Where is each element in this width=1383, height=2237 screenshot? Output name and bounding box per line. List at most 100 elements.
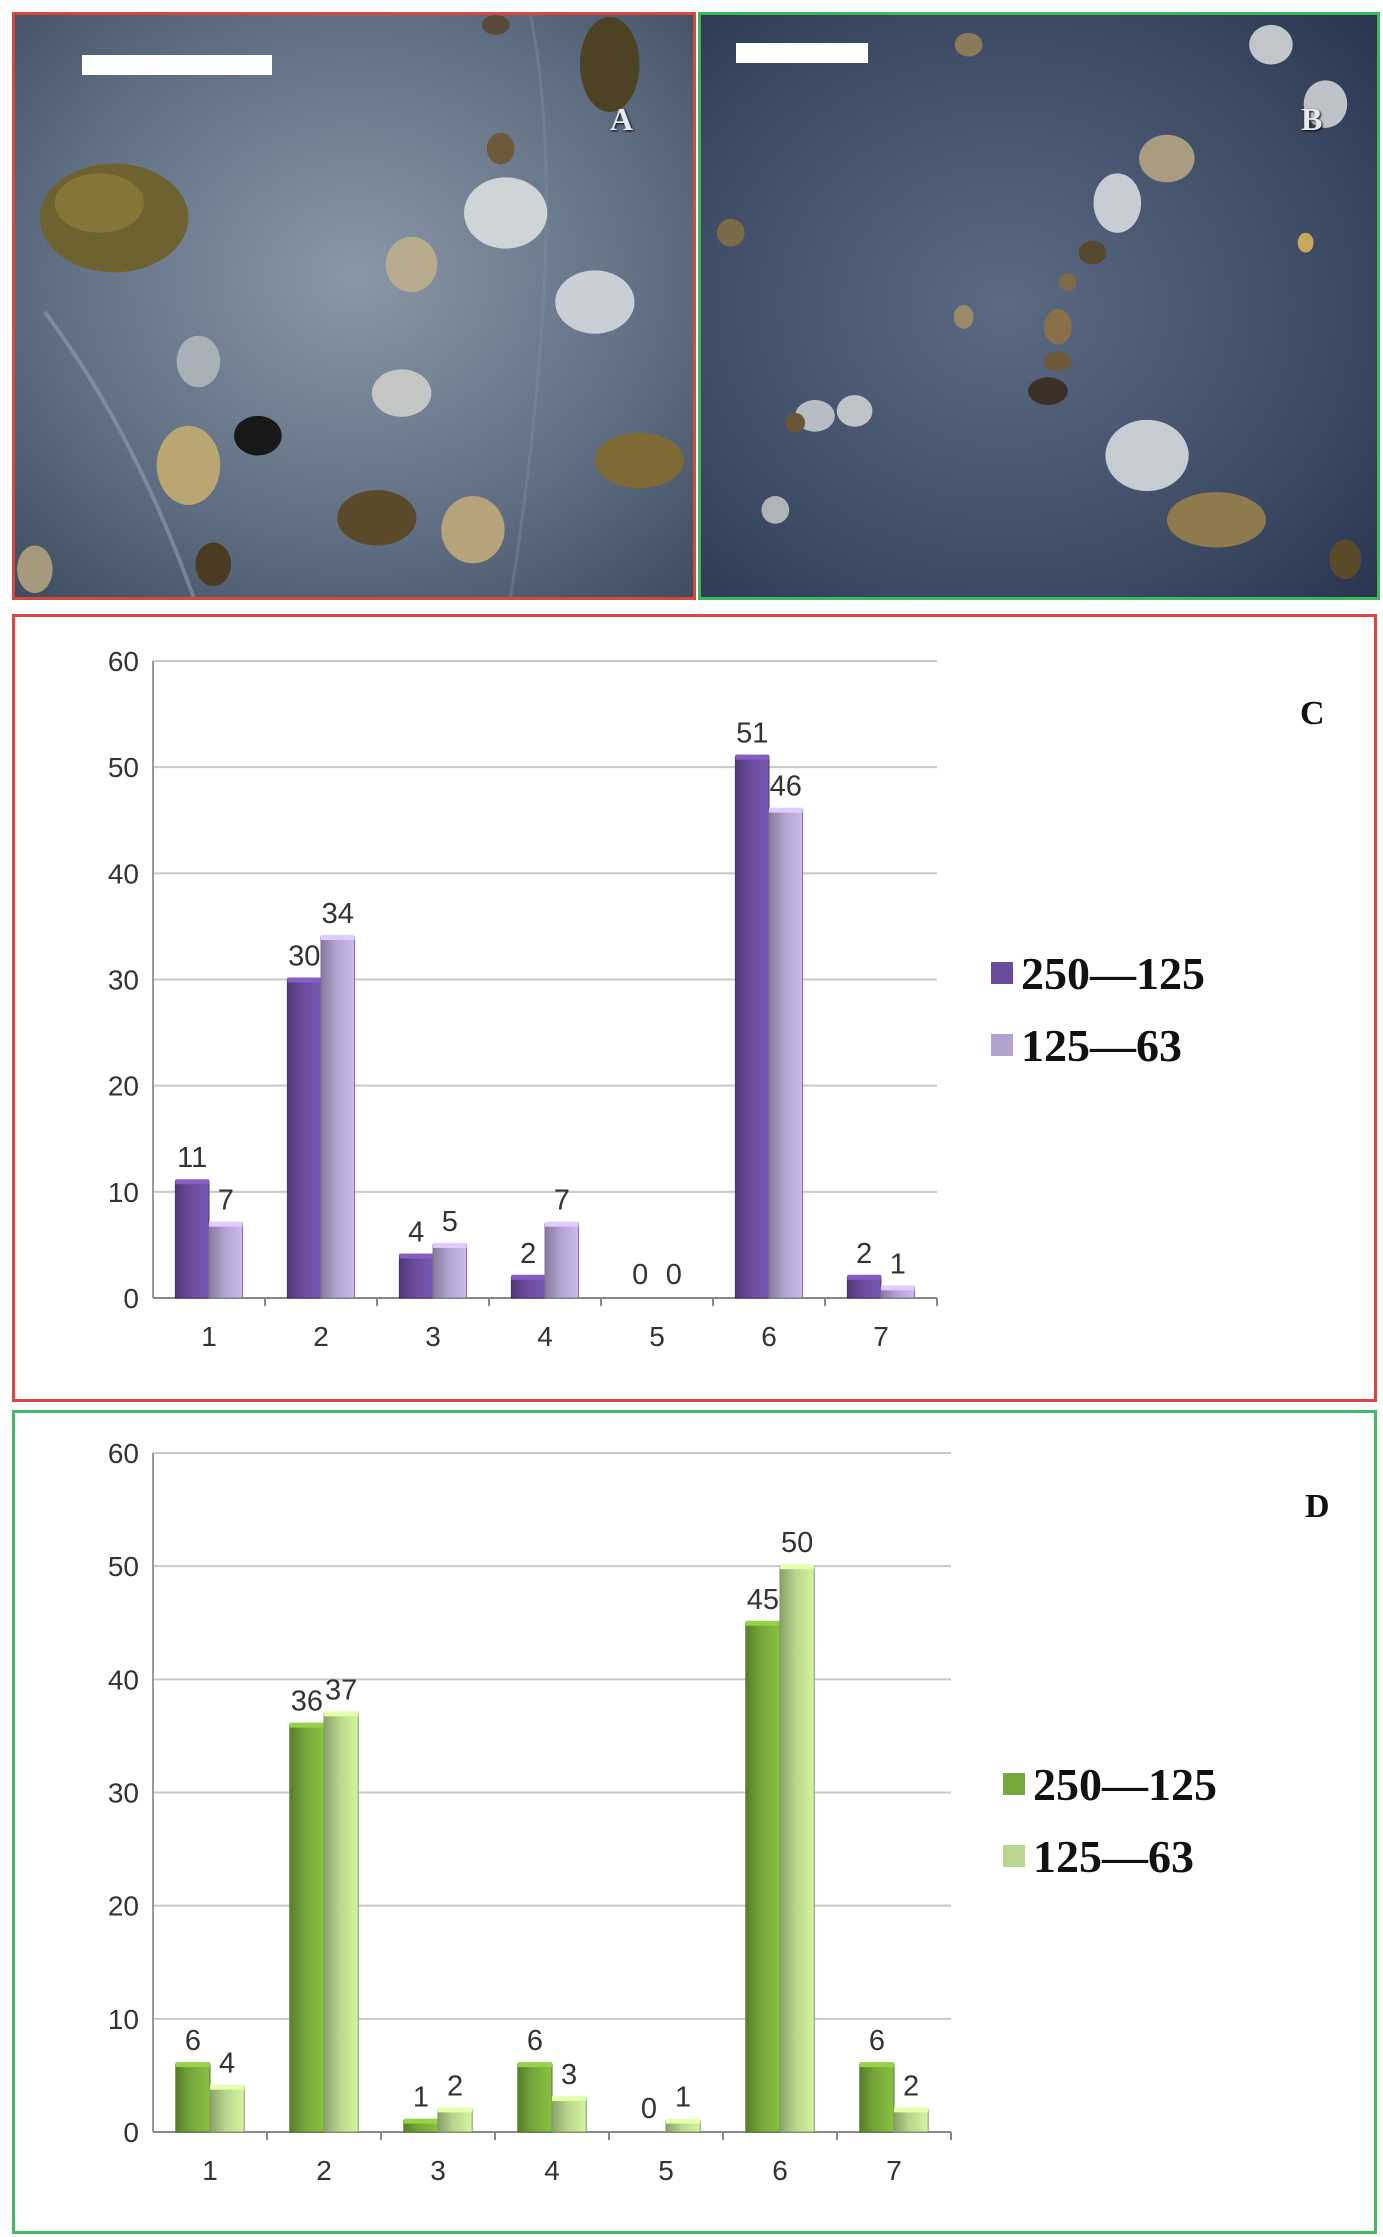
chart-panel-c: 0 10 20 30 40 50 60 1 11 7 2 30 34 3 4 5 4 2 7 5 0 0 6 51 46 7 2 1 … xyxy=(12,614,1377,1402)
bar xyxy=(286,979,322,1299)
photo-label-a: A xyxy=(610,101,634,137)
y-tick-label: 0 xyxy=(123,1283,139,1314)
panel-label-d: D xyxy=(1305,1488,1330,1525)
panel-label-c: C xyxy=(1300,695,1325,732)
data-label: 34 xyxy=(322,898,354,930)
bar-top xyxy=(433,1242,467,1248)
microscope-photo-b xyxy=(701,15,1377,597)
data-label: 7 xyxy=(218,1185,234,1217)
bar-top xyxy=(517,2062,552,2068)
legend-item: 250—125 xyxy=(1003,1748,1217,1820)
scale-bar xyxy=(82,55,272,75)
data-label: 37 xyxy=(325,1674,357,1706)
data-label: 50 xyxy=(781,1527,813,1559)
legend-swatch xyxy=(1003,1773,1025,1795)
bar xyxy=(846,1276,882,1299)
data-label: 1 xyxy=(413,2082,429,2114)
data-label: 5 xyxy=(442,1206,458,1238)
bar xyxy=(544,1223,580,1299)
bar xyxy=(209,2086,245,2133)
data-label: 2 xyxy=(520,1238,536,1270)
bar xyxy=(320,936,356,1299)
legend-label: 125—63 xyxy=(1033,1830,1194,1882)
data-label: 0 xyxy=(632,1259,648,1291)
bar xyxy=(768,809,804,1299)
bar-top xyxy=(894,2107,929,2113)
bar-top xyxy=(545,1221,579,1227)
legend-label: 250—125 xyxy=(1033,1758,1217,1810)
x-tick-label: 4 xyxy=(544,2155,560,2186)
legend-label: 125—63 xyxy=(1021,1019,1182,1071)
legend: 250—125 125—63 xyxy=(1003,1748,1217,1892)
photo-panel-b: B xyxy=(698,12,1380,600)
x-tick-label: 2 xyxy=(313,1321,329,1352)
data-label: 6 xyxy=(185,2025,201,2057)
y-tick-label: 10 xyxy=(108,2004,139,2035)
y-tick-label: 30 xyxy=(108,965,139,996)
bar xyxy=(323,1712,359,2133)
bar xyxy=(779,1565,815,2133)
bar xyxy=(745,1622,781,2133)
y-tick-label: 40 xyxy=(108,1664,139,1695)
x-tick-label: 6 xyxy=(772,2155,788,2186)
data-label: 6 xyxy=(527,2025,543,2057)
x-tick-label: 4 xyxy=(537,1321,553,1352)
data-label: 2 xyxy=(447,2070,463,2102)
data-label: 3 xyxy=(561,2059,577,2091)
bar xyxy=(174,1180,210,1299)
x-tick-label: 7 xyxy=(873,1321,889,1352)
bar-top xyxy=(175,2062,210,2068)
bar-top xyxy=(847,1274,881,1280)
legend: 250—125 125—63 xyxy=(991,937,1205,1081)
bar-top xyxy=(735,754,769,760)
data-label: 30 xyxy=(288,941,320,973)
bar-top xyxy=(881,1285,915,1291)
bar xyxy=(893,2108,929,2133)
scale-bar xyxy=(736,43,868,63)
bar-top xyxy=(321,935,355,941)
bar-top xyxy=(287,977,321,983)
bar xyxy=(175,2063,211,2133)
y-tick-label: 0 xyxy=(123,2117,139,2148)
data-label: 1 xyxy=(675,2082,691,2114)
y-tick-label: 20 xyxy=(108,1071,139,1102)
photo-panel-a: A xyxy=(12,12,696,600)
legend-swatch xyxy=(991,962,1013,984)
x-tick-label: 3 xyxy=(425,1321,441,1352)
bar xyxy=(734,756,770,1299)
legend-swatch xyxy=(991,1034,1013,1056)
y-tick-label: 60 xyxy=(108,646,139,677)
bar-top xyxy=(210,2084,245,2090)
x-tick-label: 2 xyxy=(316,2155,332,2186)
data-label: 4 xyxy=(219,2048,235,2080)
bar-top xyxy=(403,2118,438,2124)
y-tick-label: 60 xyxy=(108,1438,139,1469)
bar xyxy=(437,2108,473,2133)
legend-item: 125—63 xyxy=(991,1009,1205,1081)
legend-swatch xyxy=(1003,1845,1025,1867)
y-tick-label: 50 xyxy=(108,752,139,783)
y-tick-label: 20 xyxy=(108,1891,139,1922)
bar-top xyxy=(175,1179,209,1185)
legend-item: 125—63 xyxy=(1003,1820,1217,1892)
bar xyxy=(551,2097,587,2133)
legend-item: 250—125 xyxy=(991,937,1205,1009)
x-tick-label: 5 xyxy=(649,1321,665,1352)
chart-panel-d: 0 10 20 30 40 50 60 1 6 4 2 36 37 3 1 2 4 6 3 5 0 1 6 45 50 7 6 2 D… xyxy=(12,1410,1377,2234)
bar xyxy=(208,1223,244,1299)
bar xyxy=(432,1244,468,1299)
bar-top xyxy=(780,1564,815,1570)
photo-label-b: B xyxy=(1301,101,1323,137)
legend-label: 250—125 xyxy=(1021,947,1205,999)
data-label: 4 xyxy=(408,1217,424,1249)
x-tick-label: 1 xyxy=(202,2155,218,2186)
x-tick-label: 3 xyxy=(430,2155,446,2186)
bar-top xyxy=(859,2062,894,2068)
data-label: 1 xyxy=(890,1248,906,1280)
data-label: 36 xyxy=(291,1686,323,1718)
data-label: 2 xyxy=(903,2070,919,2102)
data-label: 46 xyxy=(770,771,802,803)
data-label: 2 xyxy=(856,1238,872,1270)
